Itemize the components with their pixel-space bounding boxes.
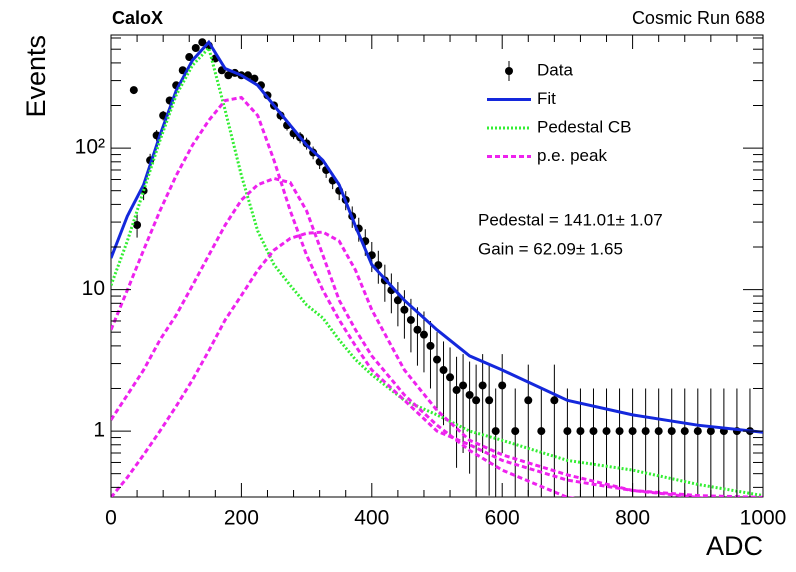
curve [111,176,577,497]
data-point [550,396,559,405]
data-point [680,427,689,436]
data-point [589,427,598,436]
y-axis-label: Events [21,35,51,118]
data-point [413,325,422,334]
data-point [133,221,142,230]
data-point [129,86,138,95]
annotation: Gain = 62.09± 1.65 [478,239,623,258]
data-point [185,53,194,62]
legend-label: Fit [537,89,556,108]
legend-label: p.e. peak [537,146,607,165]
x-tick-label: 0 [105,507,117,530]
data-point [452,386,461,395]
y-tick-label: 10² [75,136,105,159]
data-point [224,71,233,80]
data-point [433,355,441,364]
data-point [654,427,663,436]
annotation: Pedestal = 141.01± 1.07 [478,210,663,229]
legend-label: Pedestal CB [537,117,632,136]
x-tick-label: 1000 [740,507,787,530]
curve [111,45,763,497]
y-tick-label: 1 [93,419,105,442]
data-point [615,427,624,436]
data-point [628,427,637,436]
data-point [706,427,715,436]
curve [111,39,763,434]
x-tick-label: 800 [615,507,650,530]
data-point [419,330,428,339]
data-point [667,427,676,436]
x-tick-label: 400 [354,507,389,530]
data-point [374,261,383,270]
data-point [446,373,455,382]
data-point [393,296,402,305]
chart-subtitle: Cosmic Run 688 [632,8,765,28]
data-point [537,427,546,436]
data-point [511,427,520,436]
data-point [426,341,435,350]
data-point [563,427,572,436]
data-point [602,427,611,436]
frame [110,34,764,498]
data-point [478,381,487,390]
x-axis-label: ADC [706,531,763,561]
curve [111,230,708,497]
data-point [439,366,448,375]
data-point [576,427,585,436]
curve [111,95,763,497]
x-tick-label: 600 [485,507,520,530]
data-point [400,305,409,314]
data-point [641,427,650,436]
data-point [406,315,415,324]
y-tick-label: 10 [82,277,105,300]
x-tick-label: 200 [224,507,259,530]
data-point [485,396,494,405]
data-point [524,396,533,405]
data-point [693,427,702,436]
data-point [498,381,507,390]
data-point [472,396,481,405]
legend-swatch [505,67,513,75]
chart-title: CaloX [112,8,163,28]
legend-label: Data [537,60,573,79]
data-point [465,390,474,399]
data-point [491,427,500,436]
data-point [459,381,468,390]
data-point [198,38,207,47]
data-point [191,43,200,52]
plot-area [111,38,763,497]
